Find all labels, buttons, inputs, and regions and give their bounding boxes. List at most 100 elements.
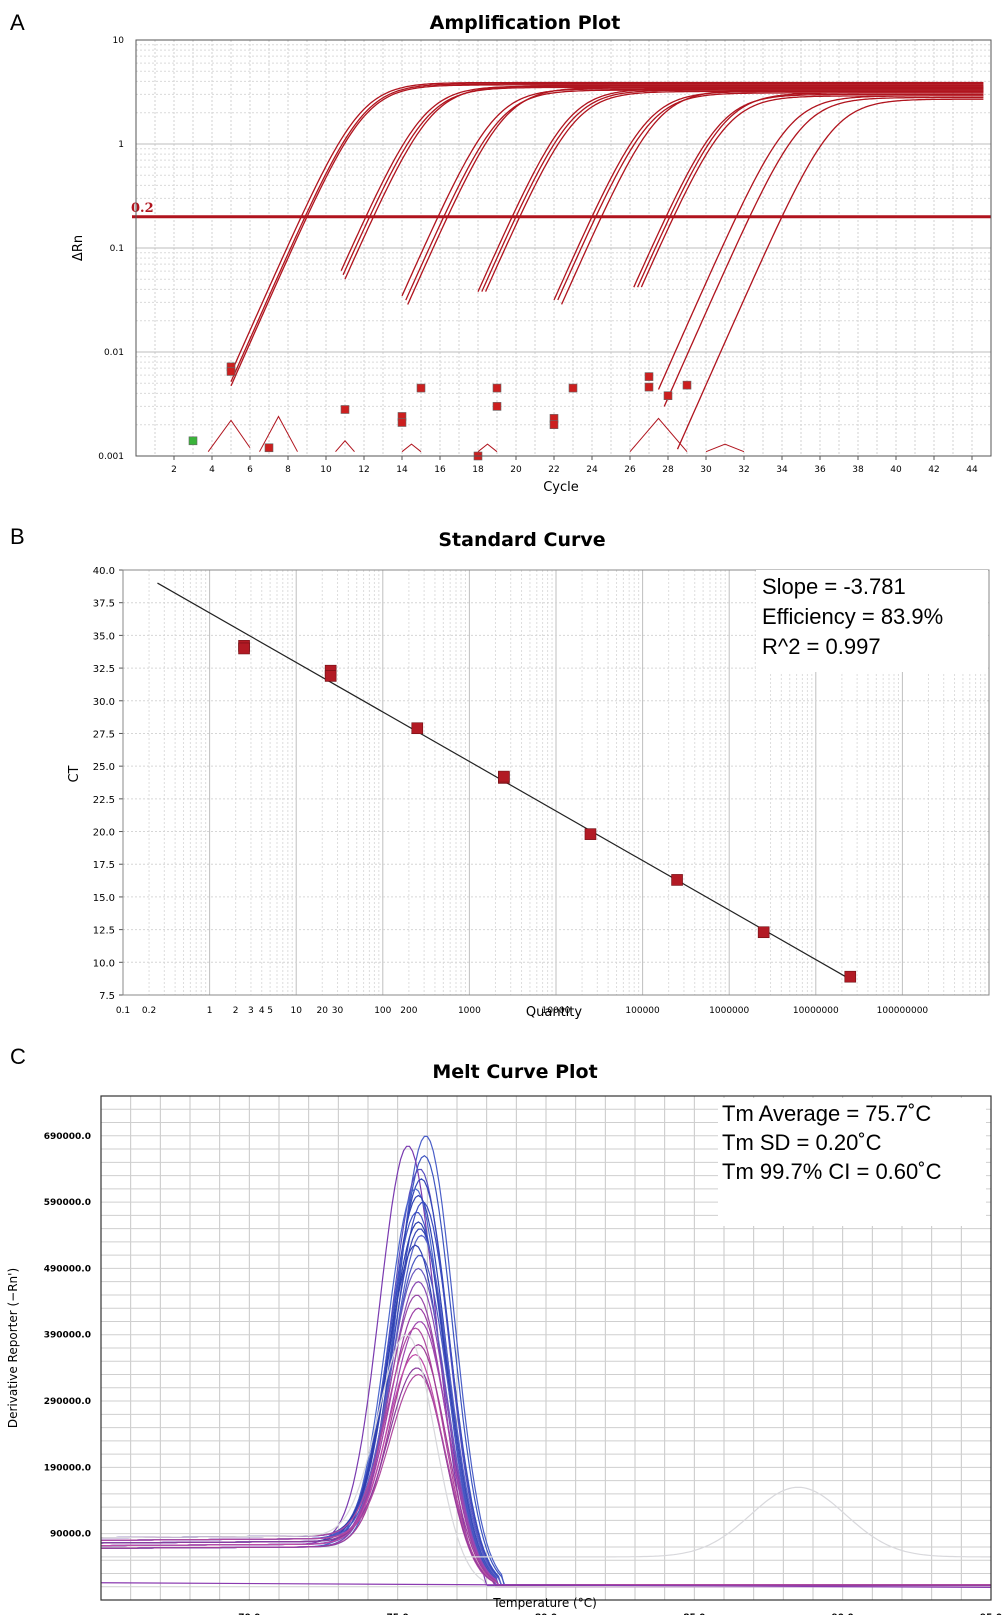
baseline-marker[interactable] <box>682 380 692 390</box>
baseline-marker[interactable] <box>492 383 502 393</box>
x-tick-label: 12 <box>358 465 369 475</box>
panel-letter-a: A <box>10 10 25 35</box>
stats-box-b <box>756 570 988 672</box>
x-tick-label: 0.2 <box>142 1006 156 1016</box>
x-tick-label: 32 <box>738 465 749 475</box>
x-tick-label: 95.0 <box>980 1613 1002 1615</box>
amplification-curve <box>663 96 984 407</box>
amplification-curve <box>657 95 984 390</box>
baseline-marker[interactable] <box>663 391 673 401</box>
baseline-marker[interactable] <box>549 420 559 429</box>
y-tick-label: 490000.0 <box>44 1264 91 1274</box>
x-tick-label: 36 <box>814 465 826 475</box>
standard-point[interactable] <box>498 770 510 783</box>
y-tick-label: 27.5 <box>93 729 115 740</box>
standard-point[interactable] <box>584 828 597 840</box>
x-tick-label: 14 <box>396 465 408 475</box>
standard-point[interactable] <box>671 874 683 886</box>
x-axis-label-holder-c: Temperature (°C) <box>492 1596 597 1610</box>
x-tick-label: 90.0 <box>832 1613 854 1615</box>
baseline-marker[interactable] <box>264 443 274 453</box>
x-tick-label: 10000 <box>542 1006 571 1016</box>
baseline-marker[interactable] <box>226 367 236 376</box>
x-tick-label: 42 <box>928 465 939 475</box>
amplification-plot: A Amplification Plot 2 4 6 8 10 12 14 16 18 20 22 2… <box>10 10 992 495</box>
panel-letter-b: B <box>10 524 25 549</box>
x-tick-label: 1000000 <box>709 1006 749 1016</box>
x-tick-label: 34 <box>776 465 788 475</box>
y-tick-label: 1 <box>118 140 124 150</box>
baseline-marker[interactable] <box>397 418 407 427</box>
y-tick-label: 10 <box>113 36 125 46</box>
baseline-noise <box>207 419 251 452</box>
y-axis-label-a: ΔRn <box>71 235 86 261</box>
x-tick-label: 4 <box>259 1006 265 1016</box>
tm-average-text: Tm Average = 75.7˚C <box>722 1101 931 1126</box>
baseline-marker[interactable] <box>644 382 654 392</box>
baseline-marker[interactable] <box>568 383 578 393</box>
x-tick-label: 200 <box>400 1006 417 1016</box>
amplification-plot-title: Amplification Plot <box>430 12 621 34</box>
y-tick-label: 40.0 <box>93 566 115 577</box>
x-tick-label: 22 <box>548 465 559 475</box>
baseline-noise <box>259 415 298 452</box>
standard-point[interactable] <box>757 926 770 939</box>
stats-box-c <box>718 1098 986 1226</box>
amplification-curve <box>676 98 984 450</box>
x-tick-label: 18 <box>472 465 484 475</box>
y-tick-label: 20.0 <box>93 828 115 839</box>
panel-letter-c: C <box>10 1044 26 1069</box>
y-tick-label: 10.0 <box>93 958 115 969</box>
baseline-noise <box>401 443 422 453</box>
x-tick-label: 100 <box>374 1006 391 1016</box>
amplification-curve <box>557 92 984 301</box>
baseline-noise <box>629 417 688 453</box>
plot-frame-c <box>100 1095 992 1601</box>
baseline-marker[interactable] <box>188 436 198 446</box>
y-tick-label: 22.5 <box>93 795 115 806</box>
x-axis-label-c: Temperature (°C) <box>492 1596 597 1610</box>
y-tick-label: 0.1 <box>110 244 124 254</box>
y-tick-label: 590000.0 <box>44 1198 91 1208</box>
baseline-marker[interactable] <box>340 405 350 414</box>
plot-frame-b <box>122 569 990 996</box>
standard-point[interactable] <box>324 670 337 682</box>
melt-curve <box>100 1367 991 1587</box>
x-tick-label: 30 <box>332 1006 344 1016</box>
baseline-marker[interactable] <box>492 402 502 411</box>
y-tick-label: 35.0 <box>93 631 115 642</box>
x-tick-label: 40 <box>890 465 902 475</box>
baseline-marker[interactable] <box>644 372 654 381</box>
y-tick-label: 37.5 <box>93 599 115 610</box>
y-tick-label: 0.001 <box>98 452 124 462</box>
x-tick-label: 10 <box>290 1006 302 1016</box>
x-tick-label: 1 <box>207 1006 213 1016</box>
baseline-noise <box>335 440 355 453</box>
baseline-marker[interactable] <box>416 383 426 393</box>
y-tick-label: 0.01 <box>104 348 124 358</box>
standard-point[interactable] <box>238 642 250 655</box>
y-tick-label: 690000.0 <box>44 1132 91 1142</box>
x-tick-label: 85.0 <box>683 1613 705 1615</box>
y-axis-label-b: CT <box>67 765 82 782</box>
x-tick-label: 24 <box>586 465 598 475</box>
x-tick-label: 5 <box>267 1006 273 1016</box>
baseline-noise <box>705 443 745 453</box>
amplification-curve <box>340 85 984 271</box>
amplification-curve <box>637 92 984 288</box>
y-tick-label: 7.5 <box>99 991 115 1002</box>
baseline-noise <box>477 443 498 453</box>
amplification-curve <box>561 89 984 305</box>
melt-curve <box>100 1582 992 1588</box>
x-axis-label-b: Quantity <box>526 1005 582 1020</box>
y-tick-label: 15.0 <box>93 893 115 904</box>
standard-point[interactable] <box>844 970 857 983</box>
x-tick-label: 2 <box>171 465 177 475</box>
x-tick-label: 30 <box>700 465 712 475</box>
x-tick-label: 10000000 <box>793 1006 839 1016</box>
slope-text: Slope = -3.781 <box>762 574 906 599</box>
amplification-curve <box>344 85 984 280</box>
x-tick-label: 28 <box>662 465 674 475</box>
standard-point[interactable] <box>411 722 424 735</box>
x-tick-label: 4 <box>209 465 215 475</box>
